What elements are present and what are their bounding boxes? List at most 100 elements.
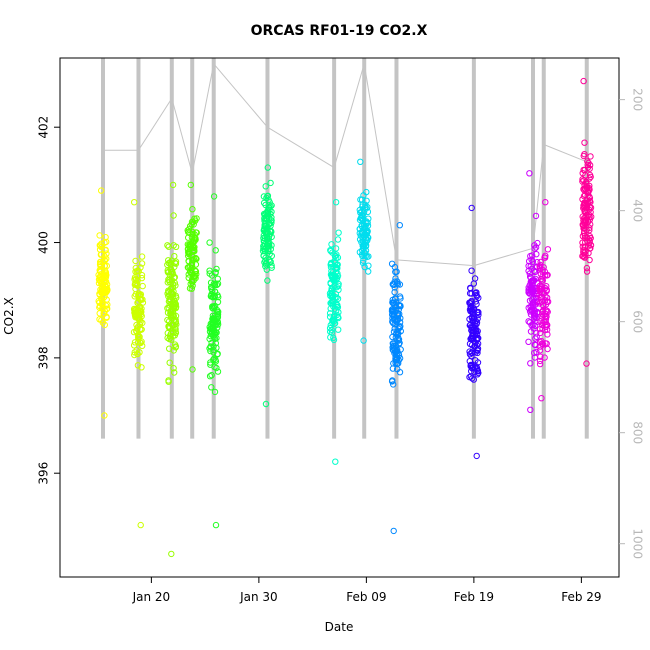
data-point — [130, 328, 138, 336]
data-point — [580, 246, 587, 254]
data-point — [536, 347, 544, 354]
data-point — [169, 181, 177, 189]
axes-layer: 396 398 400 402 Jan 20 Jan 30 Feb 09 Feb 19 Feb … — [37, 57, 645, 604]
data-point — [583, 234, 590, 241]
data-point — [529, 277, 536, 284]
data-point — [170, 347, 178, 354]
data-point — [393, 268, 400, 275]
data-point — [364, 228, 371, 235]
data-point — [172, 260, 180, 267]
data-point — [470, 280, 477, 287]
overlay-connector — [267, 126, 335, 168]
data-point — [264, 277, 271, 284]
data-point — [98, 243, 105, 251]
data-point — [214, 275, 222, 282]
data-point — [531, 245, 538, 252]
data-point — [265, 233, 273, 240]
data-point — [525, 267, 532, 275]
data-point — [527, 360, 534, 367]
right-tick-label: 200 — [631, 88, 645, 111]
data-point — [587, 153, 594, 160]
data-point — [473, 364, 481, 372]
data-point — [138, 364, 145, 371]
data-point — [137, 521, 144, 529]
data-point — [211, 388, 219, 396]
data-point — [210, 349, 217, 356]
data-point — [579, 252, 586, 260]
data-point — [265, 247, 272, 254]
data-point — [357, 158, 364, 166]
data-point — [165, 276, 172, 283]
plot-frame — [59, 57, 620, 578]
data-point — [539, 277, 546, 284]
data-point — [165, 287, 172, 294]
data-point — [171, 341, 179, 348]
data-point — [170, 242, 177, 249]
data-point — [207, 343, 214, 351]
data-point — [474, 335, 481, 342]
data-point — [364, 208, 372, 216]
data-point — [537, 285, 544, 292]
data-point — [581, 166, 588, 174]
x-axis-label: Date — [325, 620, 354, 634]
data-point — [98, 187, 105, 194]
data-point — [214, 292, 221, 299]
x-tick-label: Jan 20 — [132, 590, 171, 604]
data-point — [586, 256, 593, 264]
data-point — [171, 259, 179, 266]
data-point — [170, 317, 178, 324]
data-point — [360, 257, 367, 264]
overlay-connector — [532, 144, 545, 249]
data-point — [537, 353, 544, 360]
data-point — [131, 351, 138, 359]
data-point — [364, 253, 371, 261]
data-point — [165, 378, 172, 385]
data-point — [393, 318, 400, 325]
data-point — [192, 273, 199, 280]
data-point — [131, 199, 138, 206]
points-layer — [95, 77, 595, 558]
data-point — [393, 354, 401, 361]
data-point — [390, 527, 397, 535]
data-point — [332, 458, 339, 465]
data-point — [262, 215, 270, 222]
data-point — [390, 342, 397, 350]
data-point — [103, 314, 110, 321]
overlay-connector — [333, 63, 365, 168]
data-point — [473, 331, 481, 338]
data-point — [215, 308, 222, 315]
data-point — [168, 550, 175, 558]
overlay-connector — [396, 259, 474, 267]
data-point — [210, 328, 217, 335]
data-point — [260, 243, 267, 250]
data-point — [268, 202, 275, 209]
data-point — [268, 262, 275, 269]
data-point — [172, 304, 180, 312]
y-tick-label: 400 — [37, 231, 51, 254]
data-point — [533, 314, 540, 322]
data-point — [100, 272, 107, 280]
right-tick-label: 400 — [631, 199, 645, 222]
data-point — [542, 199, 549, 206]
data-point — [209, 316, 216, 323]
data-point — [468, 314, 476, 322]
data-point — [365, 268, 372, 275]
data-point — [185, 274, 192, 281]
y-tick-label: 398 — [37, 346, 51, 369]
data-point — [579, 178, 586, 185]
data-point — [213, 265, 220, 273]
data-point — [138, 260, 146, 267]
data-point — [536, 338, 544, 346]
data-point — [536, 300, 543, 307]
data-point — [332, 199, 340, 206]
data-point — [586, 227, 593, 234]
data-point — [187, 181, 195, 189]
data-point — [260, 252, 267, 260]
data-point — [390, 381, 397, 388]
data-point — [96, 310, 103, 317]
data-point — [588, 213, 595, 221]
data-point — [395, 325, 402, 332]
data-point — [583, 264, 591, 272]
data-point — [172, 323, 179, 330]
data-point — [396, 222, 403, 229]
